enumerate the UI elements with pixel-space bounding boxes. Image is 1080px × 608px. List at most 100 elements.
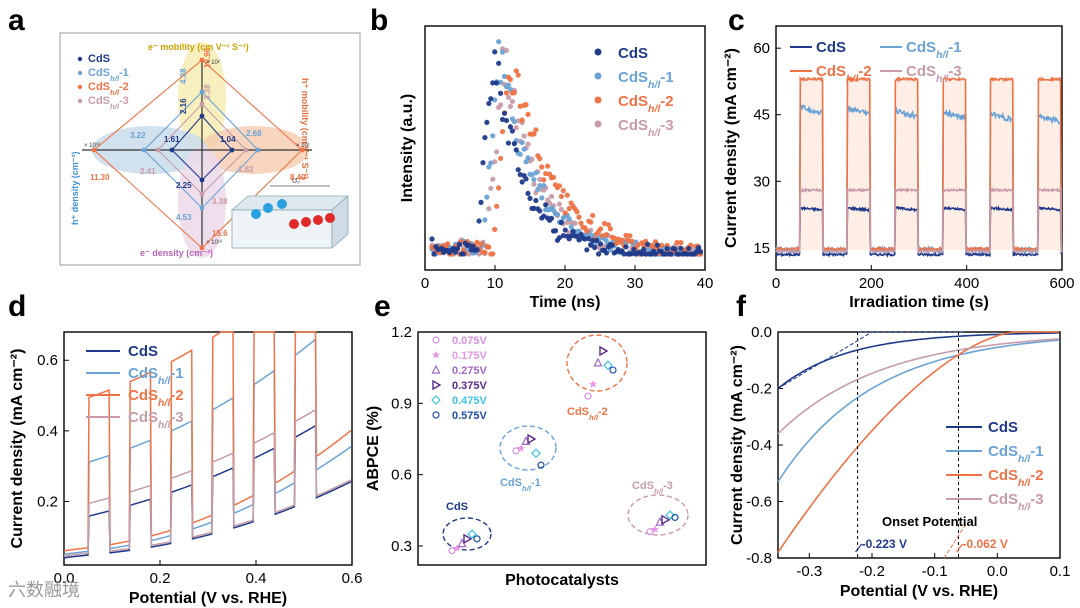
data-point — [541, 177, 547, 183]
electron-particle — [313, 215, 323, 225]
data-point — [505, 140, 512, 146]
watermark: 六数融境 — [8, 580, 80, 600]
series-name: CdS — [618, 93, 648, 110]
series-suffix: -2 — [660, 93, 673, 110]
scale-right: × 10¹ — [296, 143, 310, 149]
series-name: CdS — [88, 95, 110, 107]
radar-point — [155, 147, 161, 153]
data-point — [492, 49, 498, 55]
series-line — [777, 332, 1059, 390]
onset-arrow — [855, 543, 863, 553]
radar-point — [255, 147, 261, 153]
series-name: CdS — [446, 501, 468, 513]
data-point — [621, 251, 627, 257]
data-point — [429, 236, 435, 242]
legend-marker — [432, 379, 442, 391]
legend-entry: CdSh/l-2 — [816, 63, 872, 85]
legend-entry: CdSh/l-2 — [128, 387, 184, 409]
data-point — [494, 149, 500, 155]
data-point — [496, 185, 502, 191]
data-point — [678, 245, 684, 251]
legend-marker — [594, 72, 602, 80]
x-tick-label: 0.0 — [54, 570, 75, 587]
value-right: 8.40 — [290, 173, 306, 182]
series-line — [775, 205, 1063, 258]
electron-particle — [289, 219, 299, 229]
legend-marker — [77, 98, 83, 104]
group-label: CdSh/l-2 — [567, 406, 608, 422]
data-point — [611, 235, 617, 241]
y-axis-label: Current density (mA cm⁻²) — [9, 349, 26, 549]
data-point — [488, 96, 494, 102]
data-point — [531, 131, 537, 137]
data-point — [488, 185, 494, 191]
series-suffix: -1 — [531, 477, 541, 489]
data-point — [541, 213, 547, 219]
data-point — [523, 102, 529, 108]
panel-label-c: c — [728, 4, 745, 37]
data-point — [676, 251, 682, 257]
data-point — [453, 544, 461, 552]
data-point — [513, 68, 519, 74]
x-tick-label: -0.3 — [796, 563, 822, 580]
axis-label-right: h⁺ mobility (cm V⁻¹ S⁻¹) — [300, 78, 310, 179]
data-point — [694, 249, 700, 255]
data-point — [490, 176, 496, 182]
data-point — [439, 245, 445, 251]
series-name: CdS — [816, 63, 846, 80]
series-subscript: h/l — [1018, 477, 1031, 489]
series-suffix: -3 — [663, 480, 673, 492]
legend-entry: CdSh/l-3 — [128, 409, 184, 431]
data-point — [482, 217, 488, 223]
data-point — [499, 116, 506, 123]
data-point — [521, 133, 527, 139]
legend-entry: CdSh/l-3 — [988, 491, 1044, 513]
panel-a: a 2.16 4.38 10.96 3.38 1.04 2.68 8.40 1.82 1.61 3.… — [8, 4, 361, 266]
radar-point — [243, 147, 249, 153]
data-point — [672, 246, 678, 252]
data-point — [566, 205, 572, 212]
group-label: CdS — [446, 501, 468, 513]
data-point — [474, 239, 480, 245]
data-point — [484, 194, 490, 200]
legend-marker — [432, 336, 440, 344]
series-line — [775, 186, 1063, 255]
data-point — [543, 202, 549, 208]
series-suffix: -3 — [948, 63, 961, 80]
data-point — [601, 220, 608, 227]
y-axis-label: ABPCE (%) — [365, 406, 382, 491]
legend-entry: 0.275V — [452, 365, 488, 377]
series-suffix: -1 — [660, 69, 673, 86]
data-point — [582, 236, 588, 242]
legend-marker — [594, 48, 602, 56]
group-ellipse — [499, 425, 557, 471]
series-subscript: h/l — [1018, 453, 1031, 465]
data-point — [629, 238, 635, 244]
series-suffix: -3 — [170, 409, 183, 426]
series-line — [63, 337, 352, 556]
data-point — [584, 392, 592, 400]
series-suffix: -2 — [598, 406, 608, 418]
data-point — [503, 90, 510, 96]
data-point — [652, 251, 659, 257]
data-point — [613, 240, 619, 246]
data-point — [574, 209, 580, 215]
group-ellipse — [627, 494, 689, 536]
radar-point — [141, 147, 147, 153]
data-point — [478, 241, 484, 247]
schematic-label: U₀ — [292, 178, 300, 185]
data-point — [558, 206, 564, 213]
data-point — [609, 366, 617, 374]
series-name: CdS — [988, 419, 1018, 436]
radar-point — [199, 89, 205, 95]
y-tick-label: -0.6 — [746, 494, 772, 511]
legend-marker — [432, 411, 440, 419]
data-point — [507, 103, 513, 110]
plot-frame — [417, 331, 707, 566]
data-point — [515, 167, 521, 173]
x-tick-label: -0.2 — [859, 563, 885, 580]
data-point — [482, 249, 488, 256]
illumination-band — [1038, 79, 1062, 251]
plot-frame — [63, 331, 353, 566]
data-point — [509, 128, 515, 134]
